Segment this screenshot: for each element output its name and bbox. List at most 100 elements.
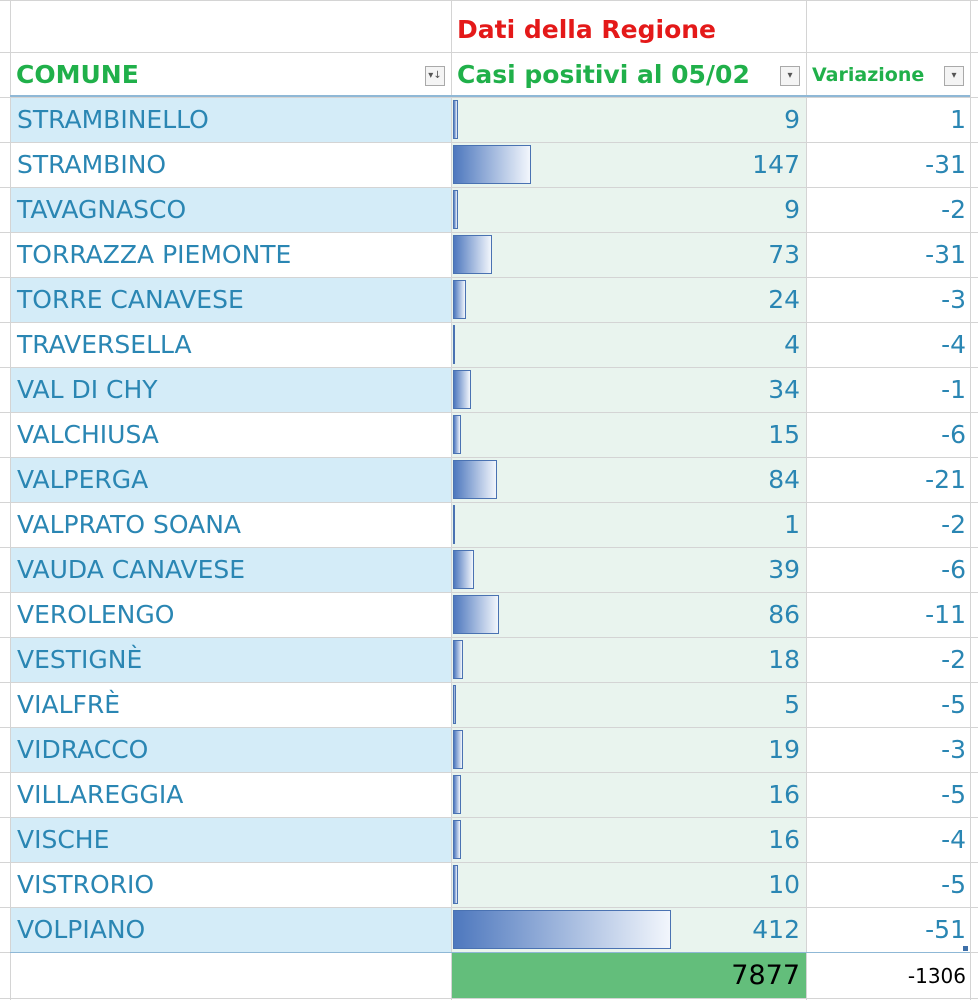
- gridline-horizontal: [0, 592, 978, 593]
- band-fill: [10, 187, 451, 232]
- variazione-cell[interactable]: -6: [941, 555, 966, 584]
- casi-cell[interactable]: 34: [768, 375, 800, 404]
- data-bar: [453, 370, 471, 409]
- casi-cell[interactable]: 18: [768, 645, 800, 674]
- band-fill: [451, 502, 806, 547]
- comune-cell[interactable]: VESTIGNÈ: [17, 645, 143, 674]
- variazione-cell[interactable]: -1: [941, 375, 966, 404]
- comune-cell[interactable]: STRAMBINELLO: [17, 105, 209, 134]
- variazione-cell[interactable]: -31: [925, 150, 966, 179]
- data-bar: [453, 685, 456, 724]
- comune-cell[interactable]: TORRAZZA PIEMONTE: [17, 240, 292, 269]
- variazione-cell[interactable]: -5: [941, 690, 966, 719]
- band-fill: [451, 817, 806, 862]
- comune-cell[interactable]: VAL DI CHY: [17, 375, 158, 404]
- casi-cell[interactable]: 24: [768, 285, 800, 314]
- variazione-cell[interactable]: -11: [925, 600, 966, 629]
- header-comune[interactable]: COMUNE: [16, 60, 139, 89]
- variazione-cell[interactable]: -5: [941, 870, 966, 899]
- casi-cell[interactable]: 147: [752, 150, 800, 179]
- band-fill: [10, 367, 451, 412]
- comune-cell[interactable]: VISTRORIO: [17, 870, 155, 899]
- comune-cell[interactable]: VEROLENGO: [17, 600, 175, 629]
- gridline-horizontal: [0, 907, 978, 908]
- variazione-cell[interactable]: -4: [941, 330, 966, 359]
- casi-cell[interactable]: 39: [768, 555, 800, 584]
- data-bar: [453, 325, 455, 364]
- variazione-cell[interactable]: -3: [941, 285, 966, 314]
- casi-cell[interactable]: 16: [768, 780, 800, 809]
- data-bar: [453, 100, 458, 139]
- casi-cell[interactable]: 412: [752, 915, 800, 944]
- gridline-horizontal: [0, 232, 978, 233]
- casi-cell[interactable]: 9: [784, 195, 800, 224]
- variazione-cell[interactable]: -51: [925, 915, 966, 944]
- header-border: [10, 95, 970, 97]
- variazione-cell[interactable]: 1: [950, 105, 966, 134]
- table-resize-handle[interactable]: [963, 946, 968, 951]
- sort-filter-icon[interactable]: ▾↓: [425, 66, 445, 86]
- band-fill: [451, 412, 806, 457]
- variazione-cell[interactable]: -31: [925, 240, 966, 269]
- band-fill: [10, 457, 451, 502]
- comune-cell[interactable]: VILLAREGGIA: [17, 780, 184, 809]
- data-bar: [453, 865, 458, 904]
- comune-cell[interactable]: STRAMBINO: [17, 150, 167, 179]
- data-bar: [453, 595, 499, 634]
- total-variazione-cell[interactable]: -1306: [907, 964, 966, 988]
- comune-cell[interactable]: VALPERGA: [17, 465, 149, 494]
- variazione-cell[interactable]: -21: [925, 465, 966, 494]
- gridline-horizontal: [0, 97, 978, 98]
- casi-cell[interactable]: 10: [768, 870, 800, 899]
- casi-cell[interactable]: 15: [768, 420, 800, 449]
- gridline-horizontal: [0, 772, 978, 773]
- casi-cell[interactable]: 73: [768, 240, 800, 269]
- comune-cell[interactable]: VAUDA CANAVESE: [17, 555, 246, 584]
- casi-cell[interactable]: 4: [784, 330, 800, 359]
- data-bar: [453, 775, 461, 814]
- comune-cell[interactable]: TRAVERSELLA: [17, 330, 192, 359]
- comune-cell[interactable]: TAVAGNASCO: [17, 195, 187, 224]
- header-casi-positivi[interactable]: Casi positivi al 05/02: [457, 60, 750, 89]
- variazione-cell[interactable]: -2: [941, 645, 966, 674]
- casi-cell[interactable]: 5: [784, 690, 800, 719]
- data-bar: [453, 145, 531, 184]
- variazione-cell[interactable]: -4: [941, 825, 966, 854]
- comune-cell[interactable]: TORRE CANAVESE: [17, 285, 244, 314]
- gridline-horizontal: [0, 502, 978, 503]
- band-fill: [10, 547, 451, 592]
- data-bar: [453, 640, 463, 679]
- comune-cell[interactable]: VIALFRÈ: [17, 690, 121, 719]
- comune-cell[interactable]: VALCHIUSA: [17, 420, 159, 449]
- comune-cell[interactable]: VISCHE: [17, 825, 110, 854]
- gridline-horizontal: [0, 0, 978, 1]
- comune-cell[interactable]: VALPRATO SOANA: [17, 510, 242, 539]
- band-fill: [10, 637, 451, 682]
- header-variazione[interactable]: Variazione: [812, 64, 925, 86]
- data-bar: [453, 415, 461, 454]
- band-fill: [451, 772, 806, 817]
- casi-cell[interactable]: 1: [784, 510, 800, 539]
- gridline-vertical: [970, 0, 971, 1000]
- variazione-cell[interactable]: -3: [941, 735, 966, 764]
- casi-cell[interactable]: 86: [768, 600, 800, 629]
- casi-cell[interactable]: 19: [768, 735, 800, 764]
- comune-cell[interactable]: VOLPIANO: [17, 915, 146, 944]
- gridline-horizontal: [0, 277, 978, 278]
- comune-cell[interactable]: VIDRACCO: [17, 735, 149, 764]
- variazione-cell[interactable]: -2: [941, 510, 966, 539]
- total-casi-cell[interactable]: 7877: [731, 960, 800, 991]
- variazione-cell[interactable]: -6: [941, 420, 966, 449]
- gridline-horizontal: [0, 682, 978, 683]
- casi-cell[interactable]: 84: [768, 465, 800, 494]
- casi-cell[interactable]: 16: [768, 825, 800, 854]
- dropdown-arrow-icon[interactable]: ▾: [780, 66, 800, 86]
- band-fill: [451, 637, 806, 682]
- variazione-cell[interactable]: -2: [941, 195, 966, 224]
- gridline-horizontal: [0, 727, 978, 728]
- variazione-cell[interactable]: -5: [941, 780, 966, 809]
- band-fill: [10, 727, 451, 772]
- casi-cell[interactable]: 9: [784, 105, 800, 134]
- dropdown-arrow-icon[interactable]: ▾: [944, 66, 964, 86]
- band-fill: [10, 277, 451, 322]
